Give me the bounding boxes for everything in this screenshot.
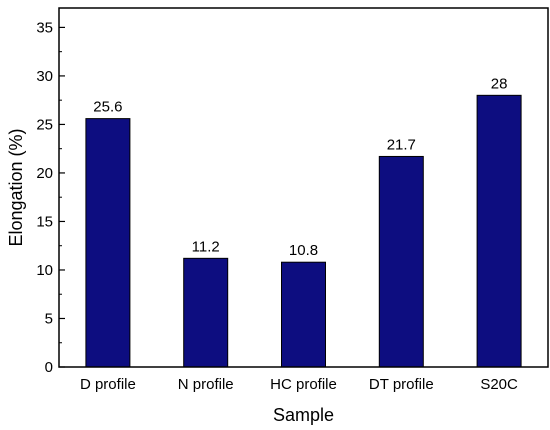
y-tick-label: 15 [36,213,53,230]
y-tick-label: 10 [36,262,53,279]
y-axis-title: Elongation (%) [6,128,26,246]
plot-frame [58,7,549,368]
x-tick-label: S20C [480,376,518,393]
x-axis-title: Sample [273,405,334,425]
x-tick-label: N profile [178,376,234,393]
x-axis-tick-labels: D profile N profile HC profile DT profile S2… [80,376,518,393]
bar [281,261,326,368]
y-tick-label: 20 [36,165,53,182]
bar-value-label: 28 [491,75,508,92]
bar [378,155,424,368]
bar-value-label: 10.8 [289,242,318,259]
x-tick-label: DT profile [369,376,434,393]
y-tick-label: 5 [45,310,53,327]
bar-value-label: 11.2 [192,238,220,255]
y-axis-tick-labels: 0 5 10 15 20 25 30 35 [36,19,53,376]
y-axis-ticks [59,26,65,368]
y-tick-label: 0 [45,359,53,376]
bar [476,94,522,368]
bar-value-label: 21.7 [387,136,416,153]
y-tick-label: 35 [36,19,53,36]
bar [85,118,131,368]
bar-value-label: 25.6 [93,99,122,116]
x-tick-label: HC profile [270,376,337,393]
y-tick-label: 25 [36,116,53,133]
bar [183,257,229,368]
data-labels: 25.6 11.2 10.8 21.7 28 [93,75,507,259]
bars [85,94,522,368]
x-tick-label: D profile [80,376,136,393]
y-tick-label: 30 [36,68,53,85]
